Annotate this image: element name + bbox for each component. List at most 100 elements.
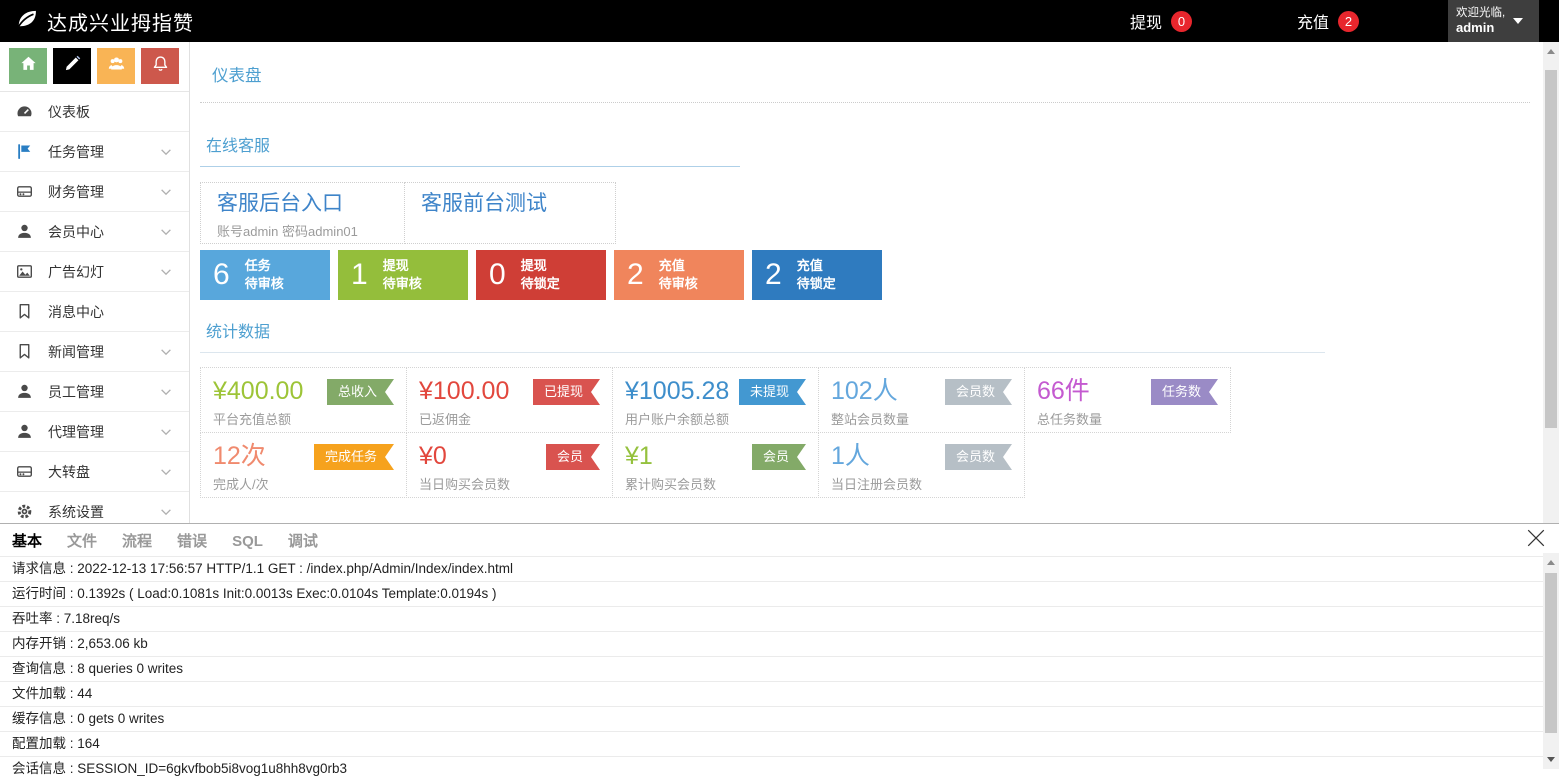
pending-stat-box[interactable]: 2 充值 待审核	[614, 250, 744, 300]
dashboard-icon	[16, 103, 33, 120]
sidebar-item-label: 财务管理	[48, 183, 104, 200]
chevron-down-icon	[159, 465, 173, 479]
service-backend-card: 客服后台入口 账号admin 密码admin01	[200, 182, 405, 244]
quick-button[interactable]	[141, 48, 179, 84]
pending-label-2: 待审核	[382, 276, 422, 291]
scroll-up-button[interactable]	[1547, 49, 1555, 54]
sidebar: 仪表板 任务管理	[0, 42, 190, 532]
trace-row: 吞吐率 : 7.18req/s	[0, 606, 1559, 631]
service-front-test-card: 客服前台测试	[404, 182, 616, 244]
sidebar-item-label: 新闻管理	[48, 343, 104, 360]
bell-icon	[152, 55, 169, 77]
pending-count: 2	[627, 258, 644, 291]
trace-scrollbar[interactable]	[1543, 553, 1559, 769]
stats-row-1: ¥400.00 平台充值总额 总收入 ¥100.00 已返佣金 已提现 ¥100…	[200, 367, 1543, 433]
sidebar-menu-item[interactable]: 大转盘	[0, 452, 189, 492]
withdraw-menu-item[interactable]: 提现 0	[1130, 0, 1193, 42]
pencil-icon	[64, 55, 81, 77]
sidebar-menu-item[interactable]: 会员中心	[0, 212, 189, 252]
stat-subtitle: 平台充值总额	[213, 412, 292, 427]
pending-count: 0	[489, 258, 506, 291]
stat-value: 12次	[213, 442, 266, 470]
sidebar-item-label: 消息中心	[48, 303, 104, 320]
withdraw-badge: 0	[1171, 10, 1193, 32]
sidebar-item-label: 代理管理	[48, 423, 104, 440]
home-icon	[20, 55, 37, 77]
stat-card: 12次 完成人/次 完成任务	[200, 432, 407, 498]
sidebar-menu-item[interactable]: 财务管理	[0, 172, 189, 212]
chevron-down-icon	[159, 425, 173, 439]
pending-stat-box[interactable]: 0 提现 待锁定	[476, 250, 606, 300]
close-trace-button[interactable]	[1526, 528, 1546, 548]
stats-row-2: 12次 完成人/次 完成任务 ¥0 当日购买会员数 会员 ¥1 累计购买会员数 …	[200, 432, 1543, 498]
stat-card: ¥100.00 已返佣金 已提现	[406, 367, 613, 433]
user-menu[interactable]: 欢迎光临, admin	[1448, 0, 1539, 42]
service-front-test-link[interactable]: 客服前台测试	[421, 192, 547, 215]
stat-subtitle: 当日注册会员数	[831, 477, 923, 492]
stats-title: 统计数据	[206, 324, 271, 341]
quick-button[interactable]	[9, 48, 47, 84]
trace-tab[interactable]: 基本	[12, 533, 43, 550]
stat-card: 1人 当日注册会员数 会员数	[818, 432, 1025, 498]
stat-value: ¥1	[625, 442, 653, 470]
ribbon-badge: 总收入	[327, 379, 394, 405]
service-backend-link[interactable]: 客服后台入口	[217, 192, 343, 215]
trace-tabs: 基本 文件 流程 错误 SQL 调试	[0, 524, 1559, 556]
app-logo: 达成兴业拇指赞	[14, 0, 194, 42]
trace-panel: 基本 文件 流程 错误 SQL 调试 请求信息 : 2022-12-13 17:56:57…	[0, 523, 1559, 776]
scroll-down-button[interactable]	[1547, 757, 1555, 762]
trace-tab[interactable]: 错误	[177, 533, 208, 550]
stat-card: ¥400.00 平台充值总额 总收入	[200, 367, 407, 433]
stats-grid: ¥400.00 平台充值总额 总收入 ¥100.00 已返佣金 已提现 ¥100…	[200, 367, 1543, 498]
ribbon-badge: 会员	[752, 444, 806, 470]
trace-tab[interactable]: 流程	[122, 533, 153, 550]
sidebar-menu-item[interactable]: 新闻管理	[0, 332, 189, 372]
scrollbar-thumb[interactable]	[1545, 573, 1557, 733]
sidebar-item-label: 大转盘	[48, 463, 90, 480]
sidebar-item-label: 任务管理	[48, 143, 104, 160]
sidebar-menu-item[interactable]: 员工管理	[0, 372, 189, 412]
pending-stat-box[interactable]: 6 任务 待审核	[200, 250, 330, 300]
user-icon	[16, 383, 33, 400]
bookmark-icon	[16, 303, 33, 320]
stat-subtitle: 用户账户余额总额	[625, 412, 730, 427]
pending-stat-box[interactable]: 1 提现 待审核	[338, 250, 468, 300]
quick-button[interactable]	[97, 48, 135, 84]
pending-stat-box[interactable]: 2 充值 待锁定	[752, 250, 882, 300]
stat-card: ¥1 累计购买会员数 会员	[612, 432, 819, 498]
trace-row: 运行时间 : 0.1392s ( Load:0.1081s Init:0.001…	[0, 581, 1559, 606]
quick-button[interactable]	[53, 48, 91, 84]
pending-label-2: 待审核	[658, 276, 698, 291]
user-icon	[16, 223, 33, 240]
sidebar-item-label: 系统设置	[48, 503, 104, 520]
sidebar-menu-item[interactable]: 任务管理	[0, 132, 189, 172]
chevron-down-icon	[159, 145, 173, 159]
chevron-down-icon	[159, 225, 173, 239]
stat-card: 102人 整站会员数量 会员数	[818, 367, 1025, 433]
ribbon-badge: 任务数	[1151, 379, 1218, 405]
pending-label-2: 待锁定	[796, 276, 836, 291]
scroll-up-button[interactable]	[1547, 560, 1555, 565]
pending-label-1: 充值	[658, 257, 685, 273]
stat-card: ¥0 当日购买会员数 会员	[406, 432, 613, 498]
trace-tab[interactable]: SQL	[232, 533, 263, 550]
chevron-down-icon	[159, 385, 173, 399]
caret-down-icon	[1513, 18, 1524, 24]
chevron-down-icon	[159, 265, 173, 279]
main-scrollbar[interactable]	[1543, 42, 1559, 523]
sidebar-menu-item[interactable]: 代理管理	[0, 412, 189, 452]
welcome-text: 欢迎光临, admin	[1456, 6, 1506, 36]
trace-row: 请求信息 : 2022-12-13 17:56:57 HTTP/1.1 GET …	[0, 556, 1559, 581]
recharge-menu-item[interactable]: 充值 2	[1297, 0, 1360, 42]
trace-tab[interactable]: 文件	[67, 533, 98, 550]
drive-icon	[16, 183, 33, 200]
sidebar-menu-item[interactable]: 广告幻灯	[0, 252, 189, 292]
scrollbar-thumb[interactable]	[1545, 70, 1557, 428]
sidebar-menu-item[interactable]: 消息中心	[0, 292, 189, 332]
sidebar-menu-item[interactable]: 仪表板	[0, 92, 189, 132]
sidebar-item-label: 员工管理	[48, 383, 104, 400]
trace-tab[interactable]: 调试	[287, 533, 318, 550]
flag-icon	[16, 143, 33, 160]
pending-count: 2	[765, 258, 782, 291]
app-title: 达成兴业拇指赞	[47, 12, 194, 35]
